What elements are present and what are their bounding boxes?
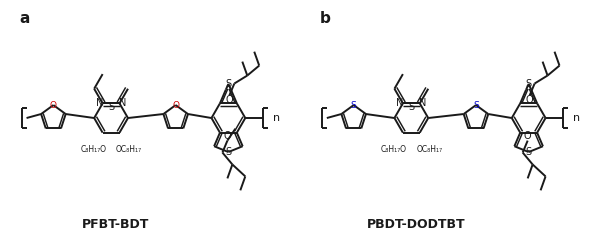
Text: PBDT-DODTBT: PBDT-DODTBT <box>367 218 466 231</box>
Text: OC₈H₁₇: OC₈H₁₇ <box>116 145 142 154</box>
Text: O: O <box>50 101 57 110</box>
Text: O: O <box>172 101 179 110</box>
Text: O: O <box>224 131 231 141</box>
Text: O: O <box>526 95 534 105</box>
Text: N: N <box>396 98 404 108</box>
Text: O: O <box>524 131 531 141</box>
Text: N: N <box>419 98 426 108</box>
Text: S: S <box>525 147 532 157</box>
Text: N: N <box>119 98 126 108</box>
Text: S: S <box>525 79 532 89</box>
Text: N: N <box>96 98 103 108</box>
Text: S: S <box>225 79 231 89</box>
Text: n: n <box>273 113 280 123</box>
Text: b: b <box>320 11 331 26</box>
Text: S: S <box>108 102 114 112</box>
Text: n: n <box>573 113 581 123</box>
Text: C₈H₁₇O: C₈H₁₇O <box>80 145 106 154</box>
Text: S: S <box>225 147 231 157</box>
Text: OC₈H₁₇: OC₈H₁₇ <box>416 145 442 154</box>
Text: PFBT-BDT: PFBT-BDT <box>82 218 149 231</box>
Text: C₈H₁₇O: C₈H₁₇O <box>381 145 406 154</box>
Text: S: S <box>473 101 479 110</box>
Text: S: S <box>408 102 415 112</box>
Text: a: a <box>20 11 30 26</box>
Text: S: S <box>351 101 356 110</box>
Text: O: O <box>225 95 233 105</box>
